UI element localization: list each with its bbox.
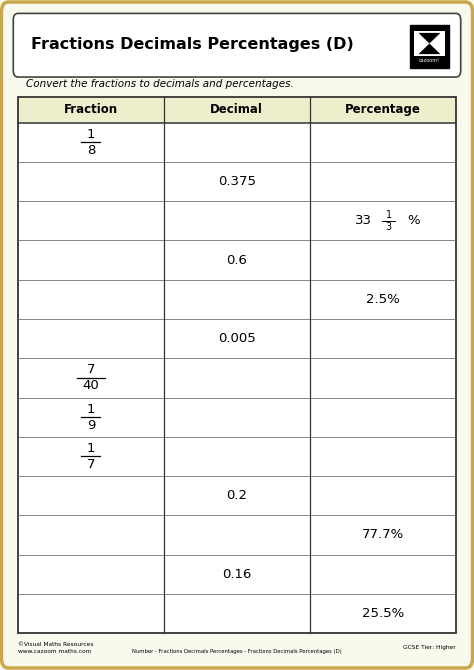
Bar (18, 515, 456, 555)
Text: 25.5̇%: 25.5̇% (362, 607, 404, 620)
Polygon shape (419, 33, 440, 44)
Text: 77.7̇%: 77.7̇% (362, 529, 404, 541)
Text: 8: 8 (87, 144, 95, 157)
Text: 0.2̇: 0.2̇ (226, 489, 247, 502)
Text: 7: 7 (87, 458, 95, 471)
Text: 1: 1 (385, 210, 392, 220)
Text: 0.375: 0.375 (218, 175, 256, 188)
Polygon shape (419, 44, 440, 54)
Bar (18, 97, 164, 123)
Bar (18, 97, 456, 633)
Text: Fraction: Fraction (64, 103, 118, 117)
Text: 0.005: 0.005 (218, 332, 255, 345)
Text: 1: 1 (87, 442, 95, 455)
Bar (18, 319, 456, 358)
Text: Percentage: Percentage (345, 103, 421, 117)
Text: 33: 33 (356, 214, 373, 227)
Bar (414, 31, 445, 56)
Text: 1: 1 (87, 403, 95, 415)
Bar (18, 476, 456, 515)
Text: Convert the fractions to decimals and percentages.: Convert the fractions to decimals and pe… (26, 79, 294, 88)
Text: Fractions Decimals Percentages (D): Fractions Decimals Percentages (D) (31, 38, 354, 52)
Text: 0.16̇: 0.16̇ (222, 567, 252, 581)
Text: 3: 3 (385, 222, 392, 232)
Text: 40: 40 (82, 379, 100, 393)
Bar (410, 25, 449, 68)
Text: GCSE Tier: Higher: GCSE Tier: Higher (403, 645, 456, 651)
Text: 9: 9 (87, 419, 95, 431)
Text: 7: 7 (87, 363, 95, 377)
Bar (18, 162, 456, 201)
Text: 0.6̇: 0.6̇ (227, 253, 247, 267)
Bar (18, 397, 456, 437)
Text: 1: 1 (87, 128, 95, 141)
Text: ©Visual Maths Resources
www.cazoom maths.com: ©Visual Maths Resources www.cazoom maths… (18, 642, 93, 654)
Text: 2.5%: 2.5% (366, 293, 400, 306)
Text: Number - Fractions Decimals Percentages - Fractions Decimals Percentages (D): Number - Fractions Decimals Percentages … (132, 649, 342, 654)
Bar (310, 97, 456, 123)
Bar (18, 123, 456, 162)
Text: %: % (407, 214, 420, 227)
Bar (18, 358, 456, 397)
Bar (18, 241, 456, 279)
Bar (18, 279, 456, 319)
Bar (18, 555, 456, 594)
FancyBboxPatch shape (13, 13, 461, 77)
Bar (18, 594, 456, 633)
Bar (164, 97, 310, 123)
Bar (18, 201, 456, 241)
Text: Decimal: Decimal (210, 103, 263, 117)
Bar (18, 437, 456, 476)
Text: cazoom!: cazoom! (419, 58, 440, 63)
